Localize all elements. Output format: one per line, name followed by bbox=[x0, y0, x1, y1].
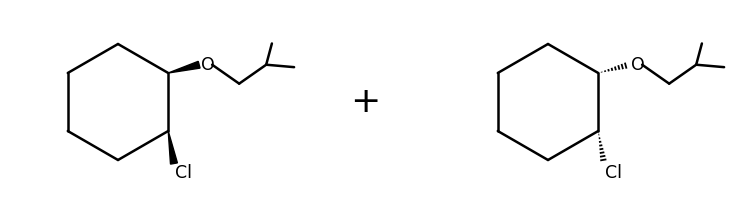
Polygon shape bbox=[168, 131, 178, 164]
Text: Cl: Cl bbox=[175, 164, 192, 182]
Polygon shape bbox=[168, 61, 200, 73]
Text: +: + bbox=[350, 85, 380, 119]
Text: O: O bbox=[201, 56, 215, 74]
Text: Cl: Cl bbox=[605, 164, 622, 182]
Text: O: O bbox=[631, 56, 645, 74]
